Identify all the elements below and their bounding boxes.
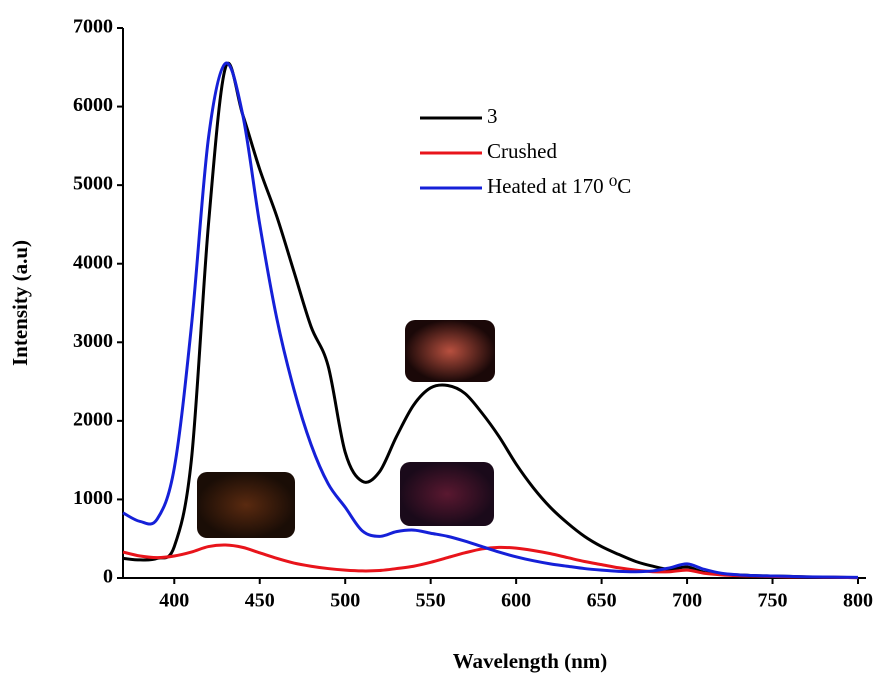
x-tick-label: 800 bbox=[843, 590, 873, 612]
x-tick-label: 650 bbox=[587, 590, 617, 612]
y-tick-label: 7000 bbox=[73, 16, 113, 38]
legend-label: Crushed bbox=[487, 139, 557, 163]
x-tick-label: 450 bbox=[245, 590, 275, 612]
sample-photo bbox=[197, 472, 295, 538]
legend-label: Heated at 170 ⁰C bbox=[487, 174, 631, 198]
y-tick-label: 6000 bbox=[73, 94, 113, 116]
x-tick-label: 400 bbox=[159, 590, 189, 612]
legend-label: 3 bbox=[487, 104, 498, 128]
y-tick-label: 1000 bbox=[73, 487, 113, 509]
x-tick-label: 700 bbox=[672, 590, 702, 612]
sample-photo bbox=[400, 462, 494, 526]
x-tick-label: 550 bbox=[416, 590, 446, 612]
data-line bbox=[122, 61, 859, 579]
y-tick-label: 3000 bbox=[73, 330, 113, 352]
x-tick-label: 500 bbox=[330, 590, 360, 612]
sample-photo bbox=[405, 320, 495, 382]
y-tick-label: 2000 bbox=[73, 408, 113, 430]
y-tick-label: 0 bbox=[103, 566, 113, 588]
x-axis-title: Wavelength (nm) bbox=[453, 649, 608, 673]
y-tick-label: 4000 bbox=[73, 251, 113, 273]
y-tick-label: 5000 bbox=[73, 173, 113, 195]
y-axis-title: Intensity (a.u) bbox=[8, 240, 32, 366]
x-tick-label: 600 bbox=[501, 590, 531, 612]
x-tick-label: 750 bbox=[758, 590, 788, 612]
